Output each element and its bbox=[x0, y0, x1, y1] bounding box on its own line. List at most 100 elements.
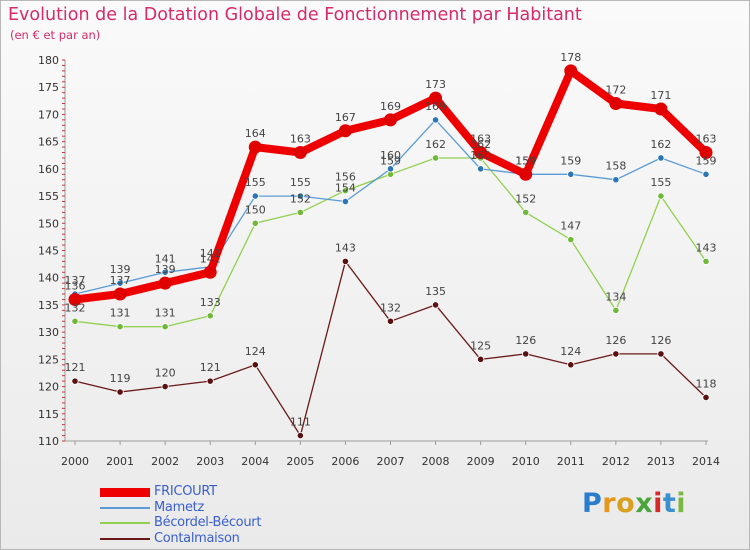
y-tick-label: 145 bbox=[38, 245, 59, 258]
legend-label-becordel-becourt: Bécordel-Bécourt bbox=[154, 515, 262, 530]
data-label-contalmaison: 121 bbox=[200, 361, 221, 374]
data-label-contalmaison: 121 bbox=[65, 361, 86, 374]
data-point-becordel-becourt bbox=[431, 154, 440, 162]
legend-label-contalmaison: Contalmaison bbox=[154, 530, 240, 546]
x-tick-label: 2003 bbox=[196, 455, 224, 468]
data-point-contalmaison bbox=[386, 317, 395, 325]
data-label-becordel-becourt: 134 bbox=[605, 290, 626, 303]
data-label-mametz: 154 bbox=[335, 182, 356, 195]
data-point-becordel-becourt bbox=[71, 317, 79, 325]
data-point-mametz bbox=[567, 170, 575, 178]
data-point-fricourt bbox=[338, 124, 352, 138]
data-point-fricourt bbox=[203, 265, 217, 279]
data-point-mametz bbox=[612, 176, 620, 184]
y-tick-label: 115 bbox=[38, 408, 59, 421]
chart-subtitle: (en € et par an) bbox=[10, 28, 101, 42]
y-tick-label: 130 bbox=[38, 326, 59, 339]
y-tick-label: 165 bbox=[38, 136, 59, 149]
data-label-becordel-becourt: 132 bbox=[65, 301, 86, 314]
data-point-fricourt bbox=[654, 102, 668, 116]
data-point-contalmaison bbox=[296, 431, 304, 440]
data-point-mametz bbox=[296, 192, 304, 200]
data-point-mametz bbox=[477, 165, 485, 173]
data-point-becordel-becourt bbox=[702, 257, 710, 265]
data-label-fricourt: 137 bbox=[110, 274, 131, 287]
x-tick-label: 2001 bbox=[106, 455, 134, 468]
legend-label-fricourt: FRICOURT bbox=[154, 484, 217, 499]
data-label-becordel-becourt: 150 bbox=[245, 203, 266, 216]
data-label-becordel-becourt: 143 bbox=[696, 241, 717, 254]
data-label-fricourt: 139 bbox=[155, 263, 176, 276]
legend-swatch-fricourt bbox=[100, 488, 150, 497]
y-tick-label: 175 bbox=[38, 81, 59, 94]
y-tick-label: 120 bbox=[38, 381, 59, 394]
data-point-fricourt bbox=[68, 292, 82, 306]
data-label-contalmaison: 143 bbox=[335, 241, 356, 254]
data-point-becordel-becourt bbox=[341, 187, 350, 195]
chart-axes: 110 115 120 125 130 135 140 145 150 155 160 165 170 1… bbox=[38, 54, 720, 468]
x-tick-label: 2006 bbox=[331, 455, 359, 468]
data-point-becordel-becourt bbox=[206, 312, 214, 320]
data-point-contalmaison bbox=[702, 393, 710, 402]
data-label-fricourt: 141 bbox=[200, 252, 221, 265]
data-point-mametz bbox=[341, 197, 350, 206]
x-tick-label: 2000 bbox=[61, 455, 89, 468]
data-label-fricourt: 171 bbox=[650, 89, 671, 102]
data-label-becordel-becourt: 152 bbox=[290, 192, 311, 205]
x-tick-label: 2002 bbox=[151, 455, 179, 468]
x-tick-label: 2004 bbox=[241, 455, 269, 468]
y-tick-label: 160 bbox=[38, 163, 59, 176]
data-point-contalmaison bbox=[161, 382, 169, 391]
legend-swatch-mametz bbox=[100, 506, 150, 509]
data-point-contalmaison bbox=[477, 355, 485, 363]
y-tick-label: 140 bbox=[38, 272, 59, 285]
data-label-becordel-becourt: 131 bbox=[110, 307, 131, 320]
legend-label-mametz: Mametz bbox=[154, 499, 204, 515]
data-label-mametz: 160 bbox=[380, 149, 401, 162]
data-label-becordel-becourt: 147 bbox=[560, 220, 581, 233]
data-point-fricourt bbox=[384, 113, 397, 127]
data-label-mametz: 155 bbox=[245, 176, 266, 189]
data-label-mametz: 169 bbox=[425, 100, 446, 113]
data-point-becordel-becourt bbox=[296, 208, 304, 216]
data-point-contalmaison bbox=[251, 361, 259, 369]
data-point-contalmaison bbox=[206, 377, 214, 385]
data-label-mametz: 160 bbox=[470, 149, 491, 162]
data-point-fricourt bbox=[158, 276, 172, 290]
data-point-contalmaison bbox=[612, 350, 620, 358]
data-label-fricourt: 169 bbox=[380, 100, 401, 113]
data-label-contalmaison: 111 bbox=[290, 416, 311, 429]
chart-data-labels: 121 119 120 121 124 111 143 132 135 125 126 124 126 1… bbox=[65, 51, 717, 429]
data-point-contalmaison bbox=[341, 257, 350, 265]
data-label-contalmaison: 118 bbox=[696, 377, 717, 390]
data-label-fricourt: 163 bbox=[290, 133, 311, 146]
data-point-contalmaison bbox=[522, 350, 530, 358]
data-label-contalmaison: 126 bbox=[605, 334, 626, 347]
chart-title: Evolution de la Dotation Globale de Fonc… bbox=[8, 5, 582, 25]
data-point-contalmaison bbox=[116, 388, 124, 396]
data-point-mametz bbox=[116, 279, 124, 287]
data-point-mametz bbox=[657, 154, 665, 162]
data-point-fricourt bbox=[699, 146, 713, 160]
legend-swatch-contalmaison bbox=[100, 537, 150, 540]
data-point-contalmaison bbox=[71, 377, 79, 385]
data-point-becordel-becourt bbox=[657, 192, 665, 200]
data-label-contalmaison: 135 bbox=[425, 285, 446, 298]
data-point-becordel-becourt bbox=[251, 219, 259, 227]
legend-swatch-becordel-becourt bbox=[100, 522, 150, 524]
x-tick-label: 2009 bbox=[467, 455, 495, 468]
data-label-mametz: 159 bbox=[696, 154, 717, 167]
data-label-mametz: 155 bbox=[290, 176, 311, 189]
data-label-contalmaison: 132 bbox=[380, 301, 401, 314]
data-point-mametz bbox=[251, 192, 259, 200]
data-point-contalmaison bbox=[567, 361, 575, 369]
data-point-mametz bbox=[702, 170, 710, 178]
data-point-becordel-becourt bbox=[161, 323, 169, 331]
data-label-becordel-becourt: 131 bbox=[155, 307, 176, 320]
data-point-contalmaison bbox=[431, 301, 440, 309]
data-point-becordel-becourt bbox=[522, 208, 530, 216]
data-label-becordel-becourt: 156 bbox=[335, 171, 356, 184]
data-point-fricourt bbox=[248, 140, 262, 154]
data-point-fricourt bbox=[474, 146, 488, 160]
